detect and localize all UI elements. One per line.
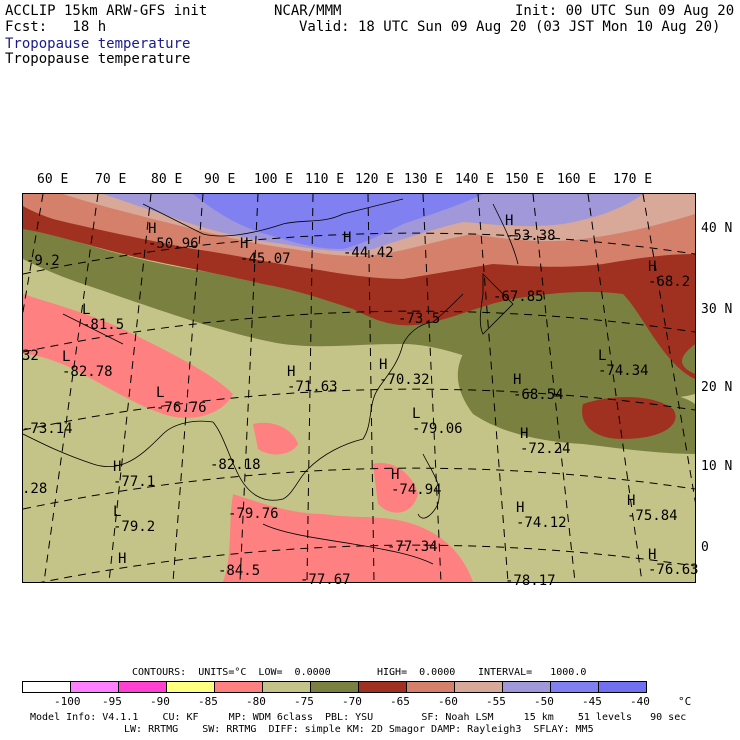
extremum-label: H -76.63 xyxy=(648,547,699,578)
colorbar-swatch xyxy=(502,681,551,693)
contour-high: HIGH= 0.0000 xyxy=(377,667,456,678)
extremum-label: H -68.2 xyxy=(648,259,691,290)
forecast-hour: Fcst: 18 h xyxy=(5,19,107,35)
run-title: ACCLIP 15km ARW-GFS init xyxy=(5,3,208,19)
pink-region-philippines xyxy=(373,463,418,513)
extremum-label: H -50.96 xyxy=(148,221,199,252)
extremum-label: -67.85 xyxy=(493,289,544,305)
longitude-label: 150 E xyxy=(505,172,545,187)
extremum-label: -79.76 xyxy=(228,506,279,522)
colorbar-swatch xyxy=(406,681,455,693)
latitude-label: 0 xyxy=(701,540,709,555)
colorbar-label: -85 xyxy=(198,695,218,708)
colorbar-swatch xyxy=(166,681,215,693)
pink-region-bengal xyxy=(253,422,298,455)
extremum-label: H -77.1 xyxy=(113,459,156,490)
extremum-label: -73.14 xyxy=(22,421,73,437)
extremum-label: H -70.32 xyxy=(379,357,430,388)
colorbar-swatch xyxy=(22,681,71,693)
extremum-label: H -74.12 xyxy=(516,500,567,531)
extremum-label: H -44.42 xyxy=(343,230,394,261)
extremum-label: -82.18 xyxy=(210,457,261,473)
extremum-label: H -75.84 xyxy=(627,493,678,524)
graticule-lines xyxy=(23,194,695,582)
colorbar-swatch xyxy=(550,681,599,693)
longitude-label: 60 E xyxy=(37,172,69,187)
extremum-label: L -79.2 xyxy=(113,504,156,535)
colorbar-label: -40 xyxy=(630,695,650,708)
extremum-label: L -82.78 xyxy=(62,349,113,380)
colorbar-swatch xyxy=(118,681,167,693)
colorbar-label: °C xyxy=(678,695,692,708)
extremum-label: H -71.63 xyxy=(287,364,338,395)
dark-red-pacific-blob xyxy=(582,397,676,439)
extremum-label: H -72.24 xyxy=(520,426,571,457)
colorbar-label: -50 xyxy=(534,695,554,708)
colorbar-swatch xyxy=(598,681,647,693)
extremum-label: -84.5 xyxy=(218,563,261,579)
longitude-label: 160 E xyxy=(557,172,597,187)
colorbar-swatch xyxy=(454,681,503,693)
longitude-label: 80 E xyxy=(151,172,183,187)
colorbar-label: -65 xyxy=(390,695,410,708)
colorbar-label: -100 xyxy=(54,695,81,708)
colorbar-label: -75 xyxy=(294,695,314,708)
blue-band xyxy=(193,194,483,249)
extremum-label: -9.2 xyxy=(26,253,60,269)
contour-units: CONTOURS: UNITS=°C LOW= 0.0000 xyxy=(132,667,331,678)
extremum-label: .28 xyxy=(22,481,48,497)
extremum-label: L -76.76 xyxy=(156,385,207,416)
longitude-label: 110 E xyxy=(305,172,345,187)
field-title-2: Tropopause temperature xyxy=(5,51,191,67)
longitude-label: 90 E xyxy=(204,172,236,187)
colorbar-label: -55 xyxy=(486,695,506,708)
colorbar-swatch xyxy=(262,681,311,693)
field-title-1: Tropopause temperature xyxy=(5,36,191,52)
colorbar-label: -45 xyxy=(582,695,602,708)
longitude-label: 70 E xyxy=(95,172,127,187)
extremum-label: -73.5 xyxy=(398,311,441,327)
pink-region-indonesia xyxy=(223,494,473,582)
extremum-label: L -79.06 xyxy=(412,406,463,437)
colorbar-label: -95 xyxy=(102,695,122,708)
extremum-label: L -81.5 xyxy=(82,302,125,333)
extremum-label: H -68.54 xyxy=(513,372,564,403)
extremum-label: -77.67 xyxy=(300,572,351,588)
center-label: NCAR/MMM xyxy=(274,3,342,19)
pink-region-india xyxy=(23,294,233,418)
init-time: Init: 00 UTC Sun 09 Aug 20 xyxy=(515,3,735,19)
colorbar-label: -90 xyxy=(150,695,170,708)
longitude-label: 130 E xyxy=(404,172,444,187)
model-info-line2: LW: RRTMG SW: RRTMG DIFF: simple KM: 2D … xyxy=(124,724,594,735)
extremum-label: H -74.94 xyxy=(391,467,442,498)
colorbar-swatch xyxy=(214,681,263,693)
extremum-label: -78.17 xyxy=(505,573,556,589)
valid-time: Valid: 18 UTC Sun 09 Aug 20 (03 JST Mon … xyxy=(299,19,721,35)
extremum-label: L -74.34 xyxy=(598,348,649,379)
map-panel xyxy=(22,193,696,583)
contour-interval: INTERVAL= 1000.0 xyxy=(478,667,587,678)
colorbar-swatch xyxy=(310,681,359,693)
coastlines xyxy=(23,198,519,565)
latitude-label: 20 N xyxy=(701,380,733,395)
colorbar-swatch xyxy=(358,681,407,693)
longitude-label: 120 E xyxy=(355,172,395,187)
latitude-label: 40 N xyxy=(701,221,733,236)
latitude-label: 10 N xyxy=(701,459,733,474)
colorbar-label: -60 xyxy=(438,695,458,708)
extremum-label: 32 xyxy=(22,348,39,364)
extremum-label: -77.34 xyxy=(387,539,438,555)
colorbar-label: -70 xyxy=(342,695,362,708)
latitude-label: 30 N xyxy=(701,302,733,317)
extremum-label: H xyxy=(118,551,127,567)
longitude-label: 100 E xyxy=(254,172,294,187)
extremum-label: H -45.07 xyxy=(240,236,291,267)
colorbar-swatch xyxy=(70,681,119,693)
longitude-label: 140 E xyxy=(455,172,495,187)
extremum-label: H -53.38 xyxy=(505,213,556,244)
map-canvas xyxy=(23,194,695,582)
colorbar-label: -80 xyxy=(246,695,266,708)
model-info-line1: Model Info: V4.1.1 CU: KF MP: WDM 6class… xyxy=(30,712,687,723)
longitude-label: 170 E xyxy=(613,172,653,187)
